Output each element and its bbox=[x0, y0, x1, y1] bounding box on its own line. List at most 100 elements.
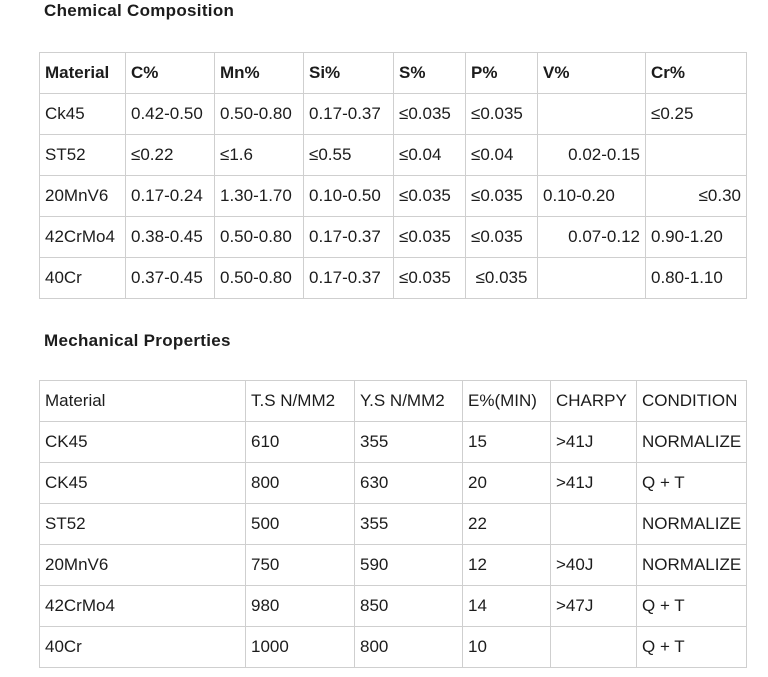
table-cell: ≤0.04 bbox=[465, 134, 538, 176]
table-cell: ≤0.035 bbox=[465, 257, 538, 299]
table-cell bbox=[550, 626, 637, 668]
table-row: 40Cr 0.37-0.45 0.50-0.80 0.17-0.37 ≤0.035 ≤0.… bbox=[39, 257, 747, 299]
table-cell: 1000 bbox=[245, 626, 355, 668]
table-cell: ≤0.035 bbox=[465, 175, 538, 217]
table-cell: 500 bbox=[245, 503, 355, 545]
column-header: Material bbox=[39, 52, 126, 94]
table-cell: 0.50-0.80 bbox=[214, 257, 304, 299]
table-cell: >41J bbox=[550, 421, 637, 463]
table-cell: ≤0.035 bbox=[393, 93, 466, 135]
table-cell bbox=[645, 134, 747, 176]
table-cell: CK45 bbox=[39, 462, 246, 504]
table-cell: 1.30-1.70 bbox=[214, 175, 304, 217]
section-mechanical-properties: Mechanical Properties Material T.S N/MM2 Y… bbox=[39, 331, 747, 668]
table-cell: 0.50-0.80 bbox=[214, 216, 304, 258]
table-cell: 12 bbox=[462, 544, 551, 586]
column-header: CHARPY bbox=[550, 380, 637, 422]
table-cell: 0.38-0.45 bbox=[125, 216, 215, 258]
table-cell: >41J bbox=[550, 462, 637, 504]
table-row: Ck45 0.42-0.50 0.50-0.80 0.17-0.37 ≤0.035 ≤0.… bbox=[39, 93, 747, 135]
mechanical-properties-title: Mechanical Properties bbox=[44, 331, 231, 350]
table-cell: ≤0.035 bbox=[393, 257, 466, 299]
column-header: CONDITION bbox=[636, 380, 747, 422]
table-cell: 0.17-0.37 bbox=[303, 93, 394, 135]
table-cell: 20MnV6 bbox=[39, 544, 246, 586]
table-cell: 14 bbox=[462, 585, 551, 627]
table-cell: 0.17-0.37 bbox=[303, 216, 394, 258]
table-cell bbox=[537, 257, 646, 299]
column-header: T.S N/MM2 bbox=[245, 380, 355, 422]
table-cell: ≤0.04 bbox=[393, 134, 466, 176]
table-cell: 355 bbox=[354, 503, 463, 545]
table-cell: ≤0.035 bbox=[393, 216, 466, 258]
column-header: Material bbox=[39, 380, 246, 422]
table-cell: Q + T bbox=[636, 626, 747, 668]
table-cell: 15 bbox=[462, 421, 551, 463]
table-cell: 0.50-0.80 bbox=[214, 93, 304, 135]
table-cell: 22 bbox=[462, 503, 551, 545]
table-cell: ≤0.25 bbox=[645, 93, 747, 135]
table-cell: ≤0.035 bbox=[465, 216, 538, 258]
table-cell: 0.90-1.20 bbox=[645, 216, 747, 258]
table-cell: 0.42-0.50 bbox=[125, 93, 215, 135]
section-chemical-composition: Chemical Composition Material C% Mn% Si% S% P… bbox=[39, 1, 747, 299]
table-cell: >40J bbox=[550, 544, 637, 586]
table-cell: ≤0.035 bbox=[465, 93, 538, 135]
table-cell: ≤0.30 bbox=[645, 175, 747, 217]
table-cell bbox=[537, 93, 646, 135]
column-header: Mn% bbox=[214, 52, 304, 94]
table-row: ST52 ≤0.22 ≤1.6 ≤0.55 ≤0.04 ≤0.04 0.02-0.15 bbox=[39, 134, 747, 176]
table-cell: ≤0.035 bbox=[393, 175, 466, 217]
table-header-row: Material T.S N/MM2 Y.S N/MM2 E%(MIN) CHARPY C… bbox=[39, 380, 747, 422]
table-cell: 42CrMo4 bbox=[39, 216, 126, 258]
table-cell: 800 bbox=[354, 626, 463, 668]
table-cell: 20MnV6 bbox=[39, 175, 126, 217]
table-cell: NORMALIZE bbox=[636, 421, 747, 463]
table-row: ST52 500 355 22 NORMALIZE bbox=[39, 503, 747, 545]
chemical-composition-title: Chemical Composition bbox=[44, 1, 235, 20]
table-cell: 0.17-0.37 bbox=[303, 257, 394, 299]
table-cell: 10 bbox=[462, 626, 551, 668]
table-cell: ≤0.22 bbox=[125, 134, 215, 176]
table-cell: 20 bbox=[462, 462, 551, 504]
table-cell: ≤1.6 bbox=[214, 134, 304, 176]
table-cell: Q + T bbox=[636, 462, 747, 504]
table-cell: 355 bbox=[354, 421, 463, 463]
table-cell: 40Cr bbox=[39, 626, 246, 668]
table-cell: ST52 bbox=[39, 134, 126, 176]
table-row: 40Cr 1000 800 10 Q + T bbox=[39, 626, 747, 668]
table-cell: CK45 bbox=[39, 421, 246, 463]
table-cell: >47J bbox=[550, 585, 637, 627]
table-cell: 750 bbox=[245, 544, 355, 586]
table-cell: 850 bbox=[354, 585, 463, 627]
column-header: Y.S N/MM2 bbox=[354, 380, 463, 422]
table-row: 42CrMo4 980 850 14 >47J Q + T bbox=[39, 585, 747, 627]
column-header: Si% bbox=[303, 52, 394, 94]
table-cell: NORMALIZE bbox=[636, 544, 747, 586]
table-row: CK45 610 355 15 >41J NORMALIZE bbox=[39, 421, 747, 463]
table-cell: 0.17-0.24 bbox=[125, 175, 215, 217]
table-cell: 0.80-1.10 bbox=[645, 257, 747, 299]
table-cell: 630 bbox=[354, 462, 463, 504]
table-cell: 800 bbox=[245, 462, 355, 504]
column-header: P% bbox=[465, 52, 538, 94]
chemical-composition-table: Material C% Mn% Si% S% P% V% Cr% Ck45 0.42-0.50 0… bbox=[39, 52, 747, 299]
column-header: V% bbox=[537, 52, 646, 94]
mechanical-properties-table: Material T.S N/MM2 Y.S N/MM2 E%(MIN) CHARPY C… bbox=[39, 380, 747, 668]
table-cell: 610 bbox=[245, 421, 355, 463]
table-cell: 590 bbox=[354, 544, 463, 586]
table-row: 20MnV6 0.17-0.24 1.30-1.70 0.10-0.50 ≤0.035 ≤… bbox=[39, 175, 747, 217]
column-header: Cr% bbox=[645, 52, 747, 94]
table-cell: ≤0.55 bbox=[303, 134, 394, 176]
column-header: C% bbox=[125, 52, 215, 94]
table-header-row: Material C% Mn% Si% S% P% V% Cr% bbox=[39, 52, 747, 94]
table-cell: 0.07-0.12 bbox=[537, 216, 646, 258]
table-cell: Q + T bbox=[636, 585, 747, 627]
table-cell: 0.10-0.20 bbox=[537, 175, 646, 217]
table-cell: 42CrMo4 bbox=[39, 585, 246, 627]
column-header: E%(MIN) bbox=[462, 380, 551, 422]
table-cell bbox=[550, 503, 637, 545]
table-row: 20MnV6 750 590 12 >40J NORMALIZE bbox=[39, 544, 747, 586]
column-header: S% bbox=[393, 52, 466, 94]
